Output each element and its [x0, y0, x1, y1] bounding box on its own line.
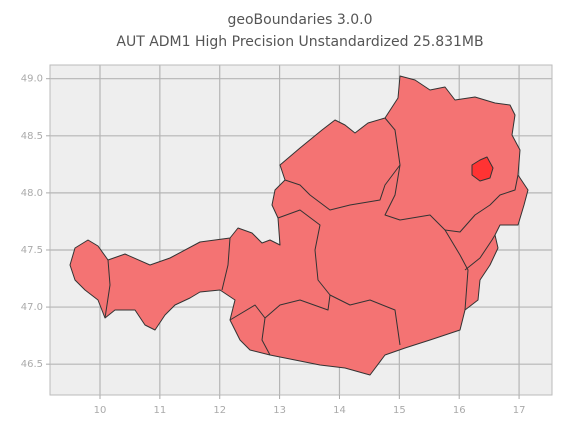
x-tick-label: 14 [333, 405, 346, 416]
region-borders [104, 117, 519, 356]
y-tick-label: 47.5 [21, 245, 43, 256]
chart-title: geoBoundaries 3.0.0 [227, 12, 372, 28]
plot-frame [49, 64, 553, 396]
vienna [471, 156, 494, 182]
chart-subtitle: AUT ADM1 High Precision Unstandardized 2… [116, 34, 483, 50]
x-tick-label: 10 [94, 405, 107, 416]
x-tick-label: 17 [513, 405, 526, 416]
y-tick-label: 48.5 [21, 131, 43, 142]
x-tick-label: 13 [273, 405, 286, 416]
x-tick-label: 15 [393, 405, 406, 416]
y-tick-label: 46.5 [21, 359, 43, 370]
y-tick-label: 49.0 [21, 74, 43, 85]
y-tick-label: 47.0 [21, 302, 43, 313]
x-tick-label: 16 [453, 405, 466, 416]
y-tick-label: 48.0 [21, 188, 43, 199]
x-tick-label: 12 [213, 405, 226, 416]
map [69, 75, 529, 376]
x-tick-label: 11 [153, 405, 166, 416]
region-outline [69, 75, 529, 376]
